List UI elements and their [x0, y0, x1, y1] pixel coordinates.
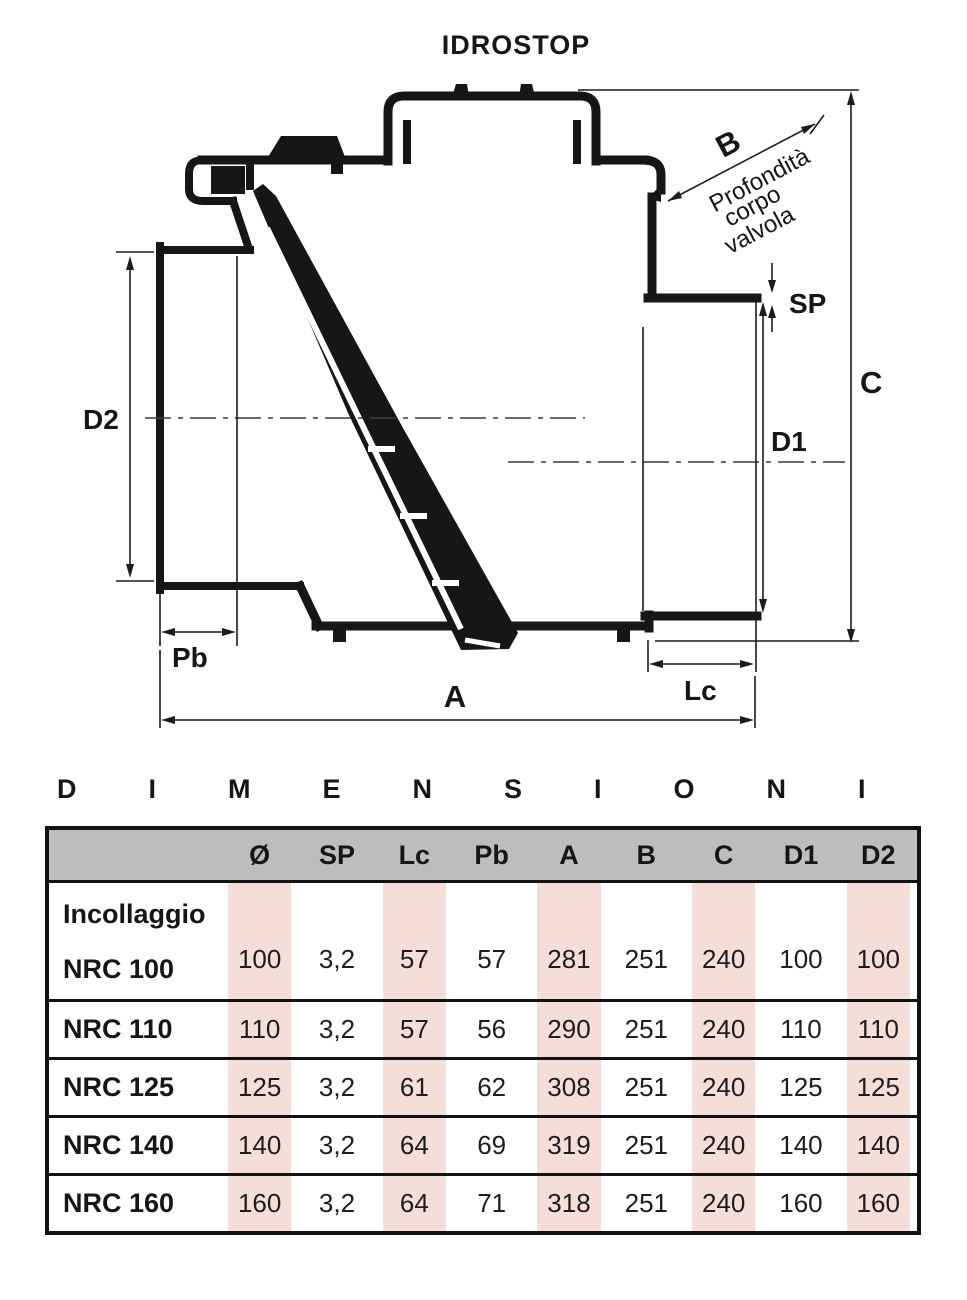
label-b: B: [710, 123, 746, 164]
header-cell-blank: [49, 830, 221, 880]
table-title: DIMENSIONI: [57, 774, 938, 804]
cell: 3,2: [318, 1014, 356, 1044]
cell: 318: [530, 1176, 608, 1231]
cell: 240: [684, 1118, 763, 1173]
table-row: NRC 110 110 3,2 57 56 290 251 240 110 11…: [49, 999, 917, 1057]
cell: 64: [375, 1118, 453, 1173]
cell: 160: [779, 1188, 823, 1218]
header-cell-a: A: [559, 839, 579, 870]
header-cell-lc: Lc: [398, 839, 431, 870]
cell: 100: [221, 883, 299, 999]
model-label: NRC 140: [63, 1130, 175, 1160]
cell: 251: [624, 944, 668, 974]
label-d2: D2: [83, 404, 119, 435]
cell: 281: [530, 883, 608, 999]
header-cell-c: C: [713, 839, 734, 870]
cell: 290: [530, 1002, 608, 1057]
cell: 110: [221, 1002, 299, 1057]
cap-tab-right: [519, 84, 535, 97]
table-row: NRC 140 140 3,2 64 69 319 251 240 140 14…: [49, 1115, 917, 1173]
cell: 57: [477, 944, 507, 974]
label-pb: Pb: [172, 642, 208, 673]
cell: 3,2: [318, 1188, 356, 1218]
header-cell-d1: D1: [783, 839, 819, 870]
cell: 62: [477, 1072, 507, 1102]
cell: 251: [624, 1130, 668, 1160]
header-cell-pb: Pb: [474, 839, 509, 870]
model-label: NRC 110: [63, 1014, 173, 1044]
row-label: Incollaggio NRC 100: [49, 883, 221, 999]
dimensions-table: Ø SP Lc Pb A B C D1 D2 Incollaggio NRC 1…: [45, 826, 921, 1235]
cell: 240: [684, 1002, 763, 1057]
cell: 251: [624, 1188, 668, 1218]
cell: 240: [684, 1060, 763, 1115]
cell: 110: [839, 1002, 917, 1057]
label-sp: SP: [789, 288, 826, 319]
cell: 140: [221, 1118, 299, 1173]
diagram-title: IDROSTOP: [442, 30, 591, 60]
dimension-arrowheads: [126, 91, 855, 724]
model-label: NRC 100: [63, 954, 175, 984]
cell: 251: [624, 1072, 668, 1102]
model-label: NRC 160: [63, 1188, 175, 1218]
cell: 251: [624, 1014, 668, 1044]
cell: 308: [530, 1060, 608, 1115]
header-cell-b: B: [636, 839, 657, 870]
table-header-row: Ø SP Lc Pb A B C D1 D2: [49, 830, 917, 883]
table-row: NRC 125 125 3,2 61 62 308 251 240 125 12…: [49, 1057, 917, 1115]
cell: 61: [375, 1060, 453, 1115]
model-label: NRC 125: [63, 1072, 175, 1102]
bottom-diagonal: [294, 580, 325, 632]
cell: 125: [779, 1072, 823, 1102]
hinge-block: [211, 166, 245, 194]
cell: 125: [221, 1060, 299, 1115]
header-cell-diameter: Ø: [249, 839, 271, 870]
label-d1: D1: [771, 426, 807, 457]
cell: 56: [477, 1014, 507, 1044]
valve-diagram: IDROSTOP: [83, 30, 882, 728]
cell: 3,2: [318, 1072, 356, 1102]
cell: 57: [375, 1002, 453, 1057]
cell: 240: [684, 1176, 763, 1231]
neck-diagonal: [227, 195, 255, 255]
valve-flap: [253, 184, 518, 650]
centerlines: [145, 417, 845, 463]
cell: 100: [779, 944, 823, 974]
dimension-lines: [116, 89, 859, 728]
cell: 140: [779, 1130, 823, 1160]
group-label: Incollaggio: [63, 899, 206, 929]
cell: 57: [375, 883, 453, 999]
cell: 3,2: [318, 1130, 356, 1160]
cell: 69: [477, 1130, 507, 1160]
left-corner: [185, 155, 237, 205]
cell: 160: [839, 1176, 917, 1231]
cap-outline: [383, 91, 601, 166]
cell: 3,2: [318, 944, 356, 974]
cell: 140: [839, 1118, 917, 1173]
right-pipe: [640, 293, 762, 621]
label-lc: Lc: [684, 675, 717, 706]
cell: 64: [375, 1176, 453, 1231]
right-corner: [639, 155, 666, 195]
cap-tab-left: [452, 84, 469, 97]
cell: 240: [684, 883, 763, 999]
label-c: C: [860, 365, 882, 400]
table-row: Incollaggio NRC 100 100 3,2 57 57 281 25…: [49, 883, 917, 999]
foot-left: [333, 629, 346, 642]
header-cell-d2: D2: [861, 839, 896, 870]
shoulder-lug: [268, 136, 345, 157]
cell: 100: [839, 883, 917, 999]
cell: 71: [477, 1188, 507, 1218]
header-cell-sp: SP: [318, 839, 355, 870]
cell: 110: [780, 1014, 822, 1044]
label-a: A: [444, 679, 466, 714]
shoulder-tab: [331, 161, 343, 174]
cell: 319: [530, 1118, 608, 1173]
cell: 125: [839, 1060, 917, 1115]
foot-right: [617, 629, 630, 642]
cell: 160: [221, 1176, 299, 1231]
table-row: NRC 160 160 3,2 64 71 318 251 240 160 16…: [49, 1173, 917, 1231]
